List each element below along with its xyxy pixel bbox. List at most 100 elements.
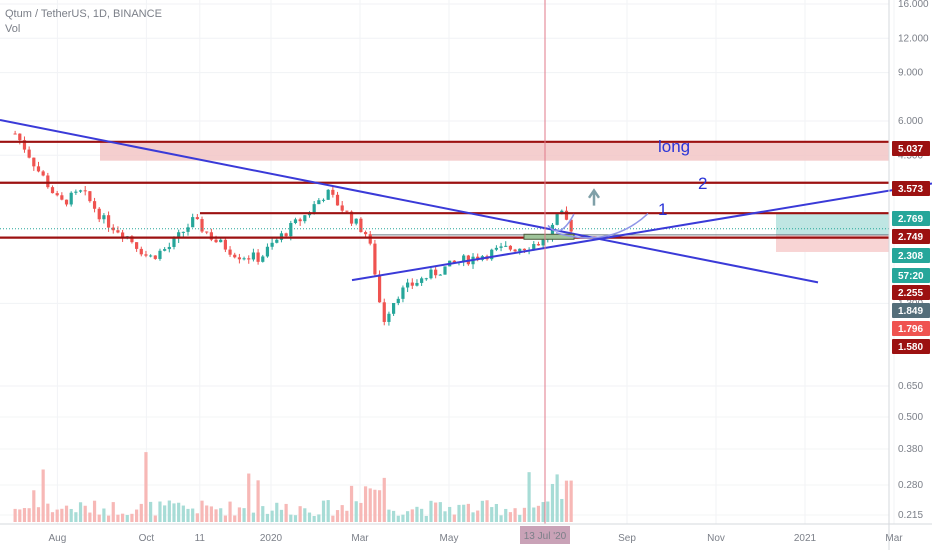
volume-bar xyxy=(307,512,312,522)
volume-bar xyxy=(438,502,442,522)
time-tick-label: Nov xyxy=(707,533,725,544)
volume-bar xyxy=(317,514,321,522)
candle-body xyxy=(373,243,377,275)
candle-body xyxy=(331,189,335,195)
volume-bar xyxy=(429,500,433,522)
volume-bar xyxy=(476,510,480,522)
price-badge xyxy=(892,141,930,156)
volume-bar xyxy=(550,483,555,522)
volume-bar xyxy=(359,502,363,522)
volume-bar xyxy=(349,485,354,522)
volume-bar xyxy=(27,508,31,522)
volume-bar xyxy=(560,498,564,522)
projection-arc xyxy=(547,213,575,232)
candle-body xyxy=(200,219,204,232)
volume-bar xyxy=(22,508,27,522)
volume-bar xyxy=(410,509,414,522)
candle-body xyxy=(326,189,330,200)
candle-body xyxy=(135,242,139,249)
candle-body xyxy=(242,258,246,260)
candle-body xyxy=(443,266,447,275)
volume-bar xyxy=(373,489,377,522)
volume-bar xyxy=(233,515,237,522)
ascending-trendline xyxy=(351,182,932,282)
volume-bar xyxy=(513,508,517,522)
price-badge xyxy=(892,303,930,318)
candle-body xyxy=(74,191,78,193)
volume-bar xyxy=(144,452,148,522)
volume-bar xyxy=(480,500,484,522)
volume-bar xyxy=(391,510,396,522)
candle-body xyxy=(312,204,316,213)
volume-bar xyxy=(499,515,503,522)
candle-body xyxy=(27,149,31,158)
price-badge-label: 57:20 xyxy=(898,271,924,282)
candle-body xyxy=(97,208,101,220)
volume-bar xyxy=(172,503,176,522)
candle-body xyxy=(50,187,55,194)
candle-body xyxy=(237,257,242,260)
volume-bar xyxy=(256,480,260,522)
volume-bars xyxy=(13,452,573,522)
volume-bar xyxy=(424,515,428,522)
candle-body xyxy=(391,303,396,314)
time-tick-label: Oct xyxy=(139,533,155,544)
candle-body xyxy=(382,302,386,322)
volume-bar xyxy=(406,511,410,522)
price-tick-label: 0.650 xyxy=(898,381,923,392)
time-tick-label: Mar xyxy=(351,533,369,544)
volume-bar xyxy=(92,500,97,522)
volume-bar xyxy=(111,502,115,522)
volume-bar xyxy=(219,508,223,522)
candle-body xyxy=(462,255,466,262)
long-profit-zone xyxy=(776,213,889,235)
volume-bar xyxy=(195,513,199,522)
price-badge-label: 1.796 xyxy=(898,324,923,335)
candle-body xyxy=(508,245,513,250)
volume-bar xyxy=(18,509,22,522)
volume-bar xyxy=(546,501,550,522)
candle-body xyxy=(504,245,508,247)
long-stop-zone xyxy=(776,234,889,252)
candle-body xyxy=(22,140,27,150)
candle-body xyxy=(18,133,22,141)
volume-bar xyxy=(50,512,55,522)
candle-body xyxy=(172,238,176,247)
candle-body xyxy=(88,191,92,202)
volume-bar xyxy=(106,515,111,522)
volume-bar xyxy=(536,505,541,522)
volume-bar xyxy=(452,514,456,522)
volume-tick-label: 0.280 xyxy=(898,480,923,491)
candle-body xyxy=(363,232,368,235)
volume-bar xyxy=(186,508,190,522)
cursor-date-label: 13 Jul '20 xyxy=(524,531,567,542)
volume-bar xyxy=(466,503,470,522)
candle-body xyxy=(396,298,400,304)
volume-bar xyxy=(130,513,134,522)
volume-bar xyxy=(363,486,368,522)
volume-bar xyxy=(434,502,438,522)
candle-body xyxy=(377,274,382,303)
volume-bar xyxy=(518,514,522,522)
price-badge-label: 1.849 xyxy=(898,306,923,317)
volume-bar xyxy=(120,513,125,522)
candle-body xyxy=(438,274,442,276)
price-badge-label: 1.580 xyxy=(898,342,923,353)
candle-body xyxy=(293,219,298,224)
candle-body xyxy=(106,215,111,228)
candle-body xyxy=(223,239,227,250)
volume-bar xyxy=(279,509,284,522)
candle-body xyxy=(219,239,223,243)
volume-bar xyxy=(485,500,489,522)
candle-body xyxy=(335,194,340,206)
candle-body xyxy=(490,249,494,260)
volume-tick-label: 0.215 xyxy=(898,510,923,521)
volume-bar xyxy=(251,512,256,522)
price-badge xyxy=(892,229,930,244)
volume-bar xyxy=(139,503,143,522)
candle-body xyxy=(522,248,527,251)
volume-bar xyxy=(508,512,513,522)
volume-bar xyxy=(69,508,73,522)
candle-body xyxy=(420,278,424,283)
